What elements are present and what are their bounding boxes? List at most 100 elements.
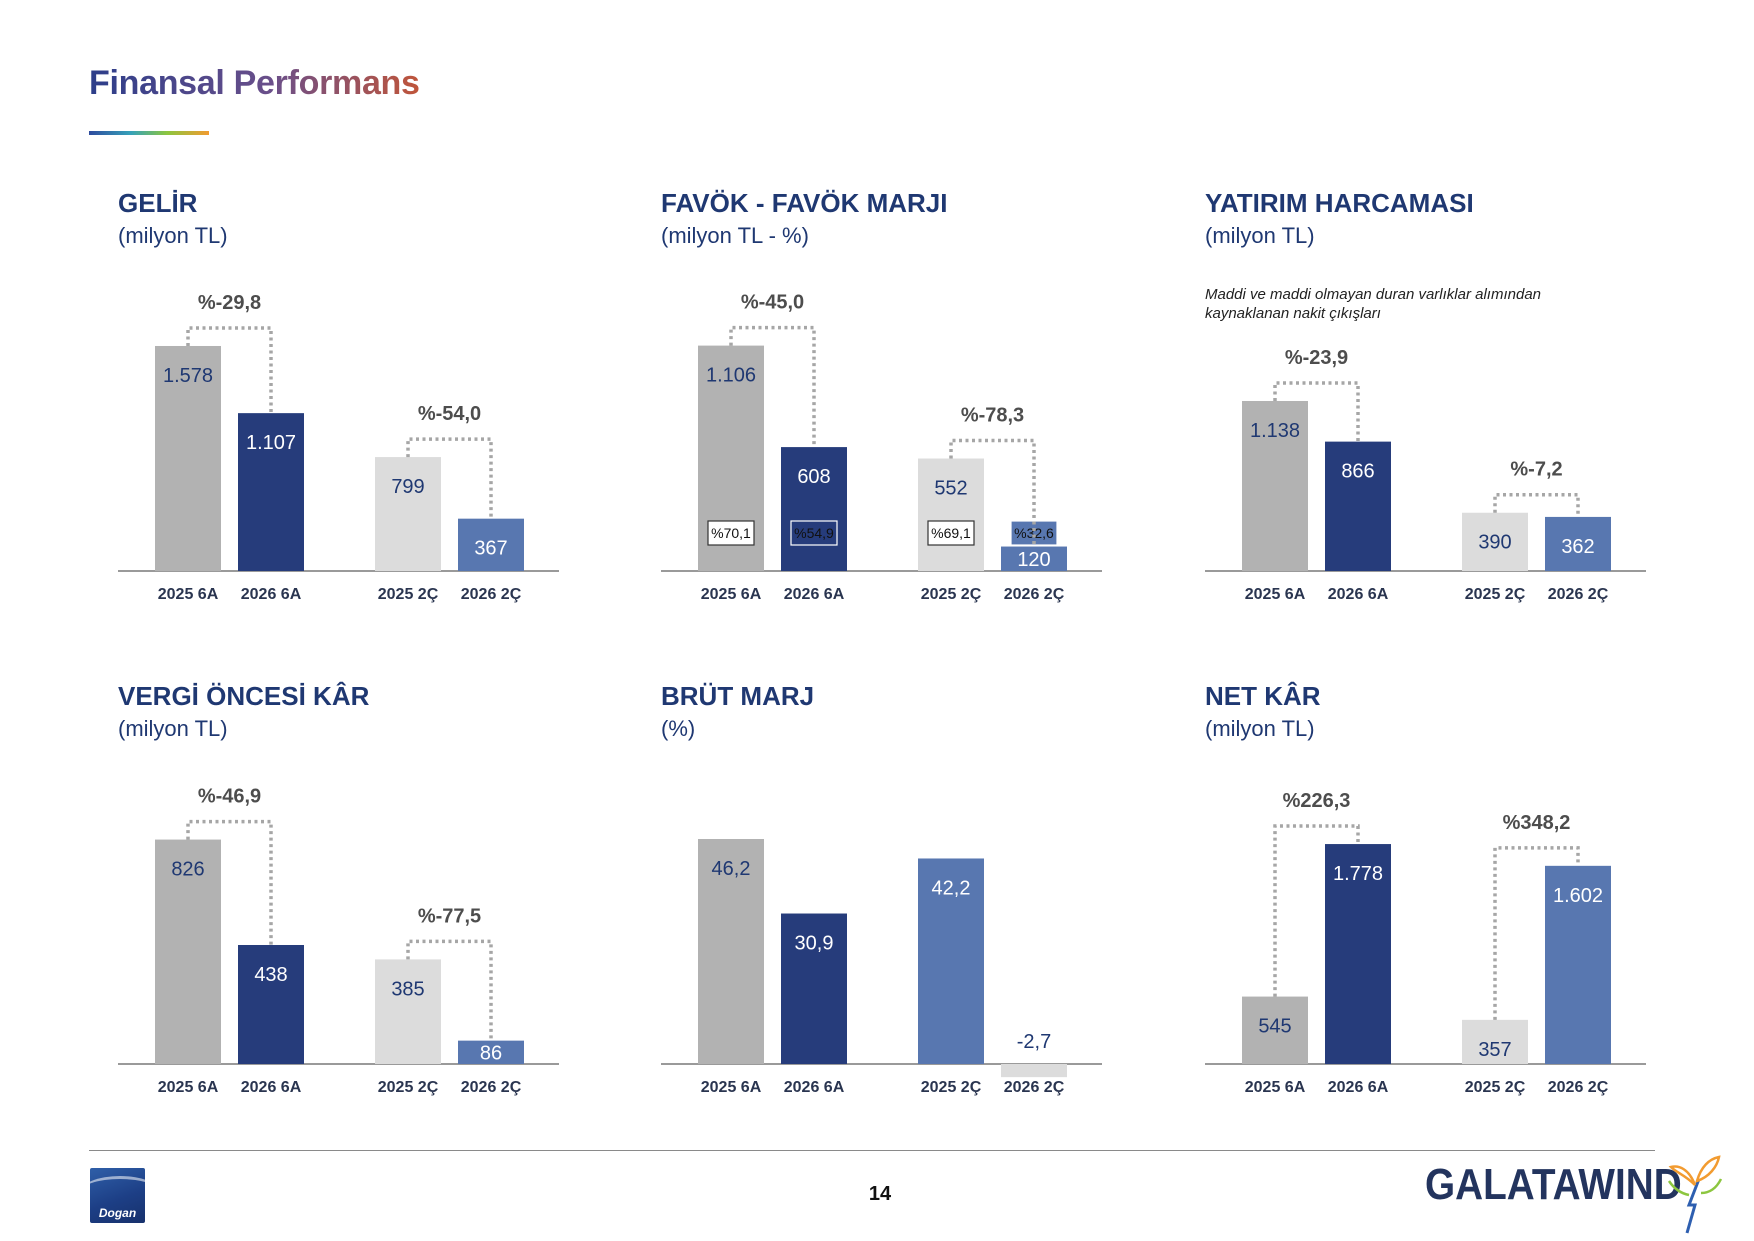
x-tick-label: 2026 2Ç <box>461 1079 522 1096</box>
x-tick-label: 2026 6A <box>241 586 302 603</box>
x-tick-label: 2026 6A <box>1328 586 1389 603</box>
galatawind-logo: GALATAWIND <box>1425 1145 1725 1235</box>
data-label: 1.602 <box>1553 885 1603 907</box>
chart-title: VERGİ ÖNCESİ KÂR <box>118 681 370 711</box>
x-tick-label: 2026 2Ç <box>1004 1079 1065 1096</box>
data-label: 1.106 <box>706 365 756 387</box>
chart-favok: FAVÖK - FAVÖK MARJI (milyon TL - %) 1.106%… <box>661 188 1102 603</box>
galatawind-wordmark: GALATAWIND <box>1425 1160 1682 1209</box>
bar-2025-6a <box>155 839 221 1064</box>
bar-2026-6a <box>238 944 304 1064</box>
change-label: %348,2 <box>1503 812 1571 834</box>
data-label: 608 <box>797 466 830 488</box>
chart-title: BRÜT MARJ <box>661 681 814 711</box>
data-label: 367 <box>474 538 507 560</box>
logo-swoosh <box>90 1176 145 1209</box>
data-label: 362 <box>1561 536 1594 558</box>
bar-2026-6a <box>781 913 847 1064</box>
bar-2025-2ç <box>1462 1019 1528 1064</box>
bar-2026-6a <box>1325 844 1391 1064</box>
data-label: 357 <box>1478 1039 1511 1061</box>
change-bracket <box>406 939 493 1041</box>
change-label: %-46,9 <box>198 786 261 808</box>
data-label: 42,2 <box>932 877 971 899</box>
chart-net: NET KÂR (milyon TL) 545 2025 6A 1.778 2026 6A… <box>1205 681 1646 1096</box>
bar-2026-2ç <box>458 518 524 571</box>
change-label: %-78,3 <box>961 405 1024 427</box>
chart-subtitle: (%) <box>661 716 695 741</box>
x-tick-label: 2025 2Ç <box>1465 1079 1526 1096</box>
bar-2025-2ç <box>1462 512 1528 571</box>
bar-2025-6a <box>1242 400 1308 571</box>
bar-2026-2ç <box>1001 1064 1067 1078</box>
bar-2026-6a <box>238 413 304 571</box>
margin-box <box>1010 520 1058 546</box>
x-tick-label: 2025 2Ç <box>921 1079 982 1096</box>
bar-2026-2ç <box>1545 865 1611 1064</box>
margin-box <box>790 520 838 546</box>
x-tick-label: 2026 6A <box>784 1079 845 1096</box>
bar-2025-6a <box>698 839 764 1064</box>
chart-title: NET KÂR <box>1205 681 1321 711</box>
x-tick-label: 2026 2Ç <box>1548 586 1609 603</box>
chart-title: YATIRIM HARCAMASI <box>1205 188 1474 218</box>
chart-subtitle: (milyon TL) <box>118 716 228 741</box>
footer-divider <box>89 1150 1655 1151</box>
x-tick-label: 2025 2Ç <box>921 586 982 603</box>
bar-2026-6a <box>1325 441 1391 571</box>
bar-2026-2ç <box>458 1040 524 1064</box>
change-bracket <box>1273 381 1360 442</box>
page-title: Finansal Performans <box>89 64 420 102</box>
chart-gelir: GELİR (milyon TL) 1.578 2025 6A 1.107 2026 6A… <box>118 188 559 603</box>
x-tick-label: 2026 2Ç <box>1548 1079 1609 1096</box>
x-tick-label: 2026 6A <box>784 586 845 603</box>
chart-brut: BRÜT MARJ (%) 46,2 2025 6A 30,9 2026 6A 42,2 20… <box>661 681 1102 1096</box>
data-label: 1.778 <box>1333 863 1383 885</box>
x-tick-label: 2025 6A <box>158 1079 219 1096</box>
margin-box <box>927 520 975 546</box>
data-label: 390 <box>1478 532 1511 554</box>
margin-label: %32,6 <box>1014 525 1054 541</box>
margin-box <box>707 520 755 546</box>
x-tick-label: 2026 6A <box>241 1079 302 1096</box>
bar-2025-2ç <box>375 457 441 571</box>
bar-2025-6a <box>155 345 221 571</box>
x-tick-label: 2025 2Ç <box>378 1079 439 1096</box>
sprout-icon <box>1667 1155 1723 1234</box>
x-tick-label: 2025 6A <box>701 586 762 603</box>
change-label: %-54,0 <box>418 403 481 425</box>
data-label: 30,9 <box>795 933 834 955</box>
data-label: -2,7 <box>1017 1031 1051 1053</box>
bar-2026-2ç <box>1545 516 1611 571</box>
x-tick-label: 2026 2Ç <box>1004 586 1065 603</box>
bar-2025-2ç <box>918 458 984 571</box>
x-tick-label: 2025 6A <box>701 1079 762 1096</box>
x-tick-label: 2025 6A <box>158 586 219 603</box>
chart-title: FAVÖK - FAVÖK MARJI <box>661 188 948 218</box>
change-bracket <box>1273 824 1360 997</box>
title-underline <box>89 131 209 135</box>
change-label: %-7,2 <box>1510 459 1562 481</box>
data-label: 1.138 <box>1250 420 1300 442</box>
x-tick-label: 2025 6A <box>1245 586 1306 603</box>
data-label: 86 <box>480 1042 502 1064</box>
change-bracket <box>406 437 493 519</box>
chart-subtitle: (milyon TL - %) <box>661 223 809 248</box>
chart-note: Maddi ve maddi olmayan duran varlıklar a… <box>1205 286 1541 303</box>
chart-subtitle: (milyon TL) <box>1205 223 1315 248</box>
chart-subtitle: (milyon TL) <box>118 223 228 248</box>
bar-2025-2ç <box>375 959 441 1064</box>
change-label: %-45,0 <box>741 292 804 314</box>
chart-note-line-2: kaynaklanan nakit çıkışları <box>1205 305 1381 322</box>
data-label: 826 <box>171 859 204 881</box>
data-label: 1.107 <box>246 432 296 454</box>
page-number: 14 <box>868 1183 892 1205</box>
x-tick-label: 2025 2Ç <box>1465 586 1526 603</box>
margin-label: %69,1 <box>931 525 971 541</box>
x-tick-label: 2025 2Ç <box>378 586 439 603</box>
change-bracket <box>1493 492 1580 517</box>
dogan-logo: Dogan <box>90 1168 145 1223</box>
change-bracket <box>729 325 816 448</box>
data-label: 385 <box>391 978 424 1000</box>
